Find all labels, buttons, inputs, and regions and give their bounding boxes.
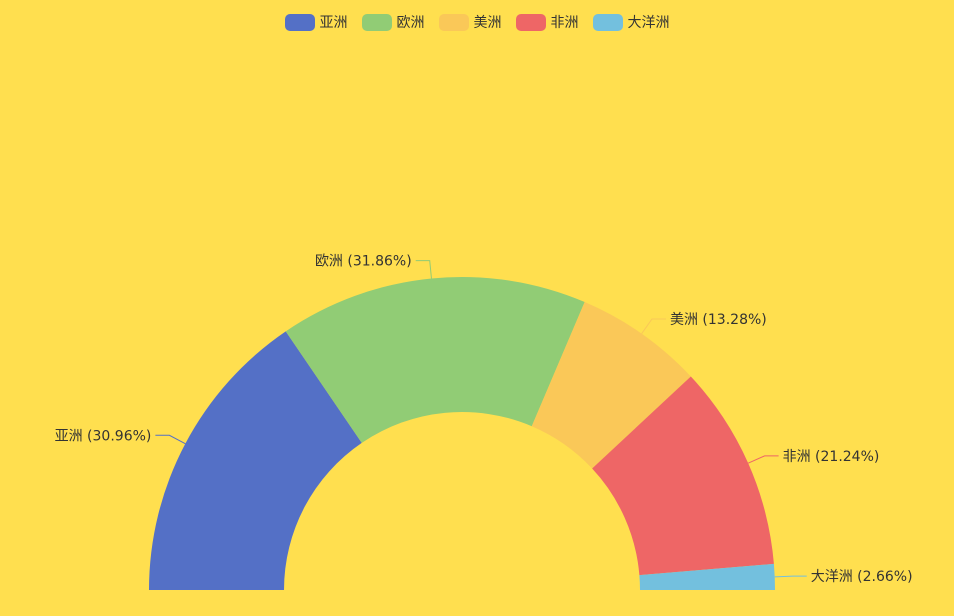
- legend-item-asia[interactable]: 亚洲: [284, 12, 348, 32]
- slice-oceania[interactable]: [639, 563, 775, 590]
- slice-label-africa: 非洲 (21.24%): [783, 449, 880, 465]
- legend-swatch-europe: [361, 13, 392, 31]
- labels-layer: 亚洲 (30.96%) 欧洲 (31.86%) 美洲 (13.28%) 非洲 (21.…: [55, 254, 913, 586]
- legend-swatch-asia: [284, 13, 315, 31]
- legend-label-africa: 非洲: [550, 15, 579, 31]
- slice-americas[interactable]: [531, 302, 691, 469]
- slice-asia[interactable]: [149, 331, 362, 590]
- slice-label-oceania: 大洋洲 (2.66%): [811, 569, 913, 585]
- legend-item-americas[interactable]: 美洲: [438, 12, 502, 32]
- slice-europe[interactable]: [285, 277, 585, 443]
- legend-label-asia: 亚洲: [319, 15, 348, 31]
- legend-swatch-americas: [438, 13, 469, 31]
- slices-layer: [149, 277, 775, 590]
- legend-item-europe[interactable]: 欧洲: [361, 12, 425, 32]
- legend: 亚洲 欧洲 美洲 非洲 大洋洲: [0, 12, 954, 32]
- leader-line-oceania: [774, 575, 807, 578]
- leader-line-americas: [641, 318, 666, 334]
- slice-label-americas: 美洲 (13.28%): [670, 312, 767, 328]
- legend-item-africa[interactable]: 非洲: [515, 12, 579, 32]
- legend-swatch-oceania: [592, 13, 623, 31]
- slice-africa[interactable]: [592, 376, 774, 576]
- leader-line-europe: [415, 260, 432, 279]
- legend-label-oceania: 大洋洲: [627, 15, 670, 31]
- leader-line-africa: [747, 455, 779, 464]
- slice-label-asia: 亚洲 (30.96%): [55, 428, 152, 444]
- leader-line-asia: [155, 434, 186, 445]
- legend-label-americas: 美洲: [473, 15, 502, 31]
- legend-swatch-africa: [515, 13, 546, 31]
- legend-item-oceania[interactable]: 大洋洲: [592, 12, 670, 32]
- slice-label-europe: 欧洲 (31.86%): [315, 254, 412, 270]
- legend-label-europe: 欧洲: [396, 15, 425, 31]
